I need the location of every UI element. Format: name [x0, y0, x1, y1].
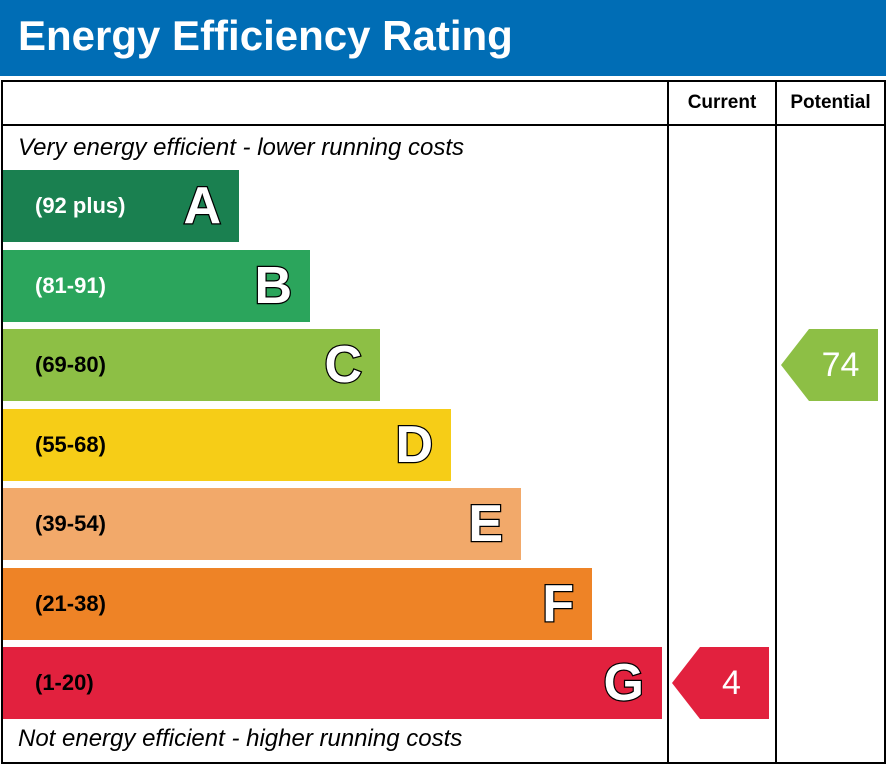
potential-rating-arrow-shape: [781, 329, 878, 401]
band-g-letter: G: [602, 653, 645, 714]
chart-title: Energy Efficiency Rating: [18, 12, 513, 59]
potential-rating-value: 74: [821, 346, 860, 384]
current-rating-value: 4: [722, 664, 741, 702]
band-d-range: (55-68): [35, 432, 106, 457]
band-a-letter: A: [182, 176, 222, 237]
band-f: (21-38) F: [3, 568, 592, 640]
band-a: (92 plus) A: [3, 170, 239, 242]
rating-table-frame: [1, 80, 886, 764]
band-g: (1-20) G: [3, 647, 662, 719]
band-b: (81-91) B: [3, 250, 310, 322]
band-e-letter: E: [467, 494, 504, 555]
header-row-divider: [1, 124, 886, 126]
current-rating-arrow-shape: [672, 647, 769, 719]
band-d: (55-68) D: [3, 409, 451, 481]
current-rating-arrow: [672, 647, 769, 719]
inefficient-note: Not energy efficient - higher running co…: [18, 725, 463, 752]
band-a-range: (92 plus): [35, 193, 126, 218]
band-b-range: (81-91): [35, 273, 106, 298]
potential-rating-arrow: [781, 329, 878, 401]
header-bar: Energy Efficiency Rating: [0, 0, 886, 76]
potential-column-header: Potential: [790, 92, 871, 113]
band-e-range: (39-54): [35, 511, 106, 536]
band-c-range: (69-80): [35, 352, 106, 377]
band-e: (39-54) E: [3, 488, 521, 560]
band-f-range: (21-38): [35, 591, 106, 616]
efficient-note: Very energy efficient - lower running co…: [18, 134, 464, 161]
band-f-letter: F: [541, 574, 575, 635]
current-column-header: Current: [687, 92, 757, 113]
band-d-letter: D: [394, 415, 434, 476]
band-g-range: (1-20): [35, 670, 94, 695]
band-b-letter: B: [253, 256, 293, 317]
band-c-letter: C: [323, 335, 363, 396]
potential-column-divider: [775, 80, 777, 764]
band-c: (69-80) C: [3, 329, 380, 401]
current-column-divider: [667, 80, 669, 764]
